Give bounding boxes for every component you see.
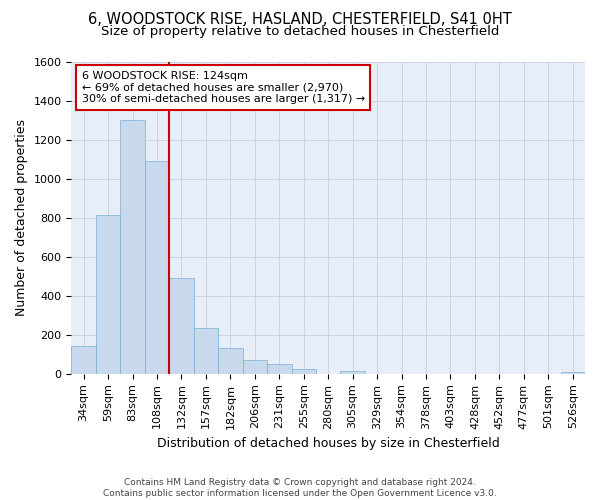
X-axis label: Distribution of detached houses by size in Chesterfield: Distribution of detached houses by size …: [157, 437, 500, 450]
Bar: [121, 120, 145, 374]
Bar: [267, 364, 292, 374]
Text: 6 WOODSTOCK RISE: 124sqm
← 69% of detached houses are smaller (2,970)
30% of sem: 6 WOODSTOCK RISE: 124sqm ← 69% of detach…: [82, 71, 365, 104]
Y-axis label: Number of detached properties: Number of detached properties: [15, 119, 28, 316]
Bar: [194, 328, 218, 374]
Bar: [169, 278, 194, 374]
Bar: [218, 348, 242, 374]
Text: Contains HM Land Registry data © Crown copyright and database right 2024.
Contai: Contains HM Land Registry data © Crown c…: [103, 478, 497, 498]
Bar: [96, 214, 121, 374]
Bar: [560, 372, 585, 374]
Bar: [71, 346, 96, 374]
Bar: [292, 369, 316, 374]
Bar: [145, 161, 169, 374]
Bar: [340, 371, 365, 374]
Bar: [242, 360, 267, 374]
Text: Size of property relative to detached houses in Chesterfield: Size of property relative to detached ho…: [101, 25, 499, 38]
Text: 6, WOODSTOCK RISE, HASLAND, CHESTERFIELD, S41 0HT: 6, WOODSTOCK RISE, HASLAND, CHESTERFIELD…: [88, 12, 512, 28]
